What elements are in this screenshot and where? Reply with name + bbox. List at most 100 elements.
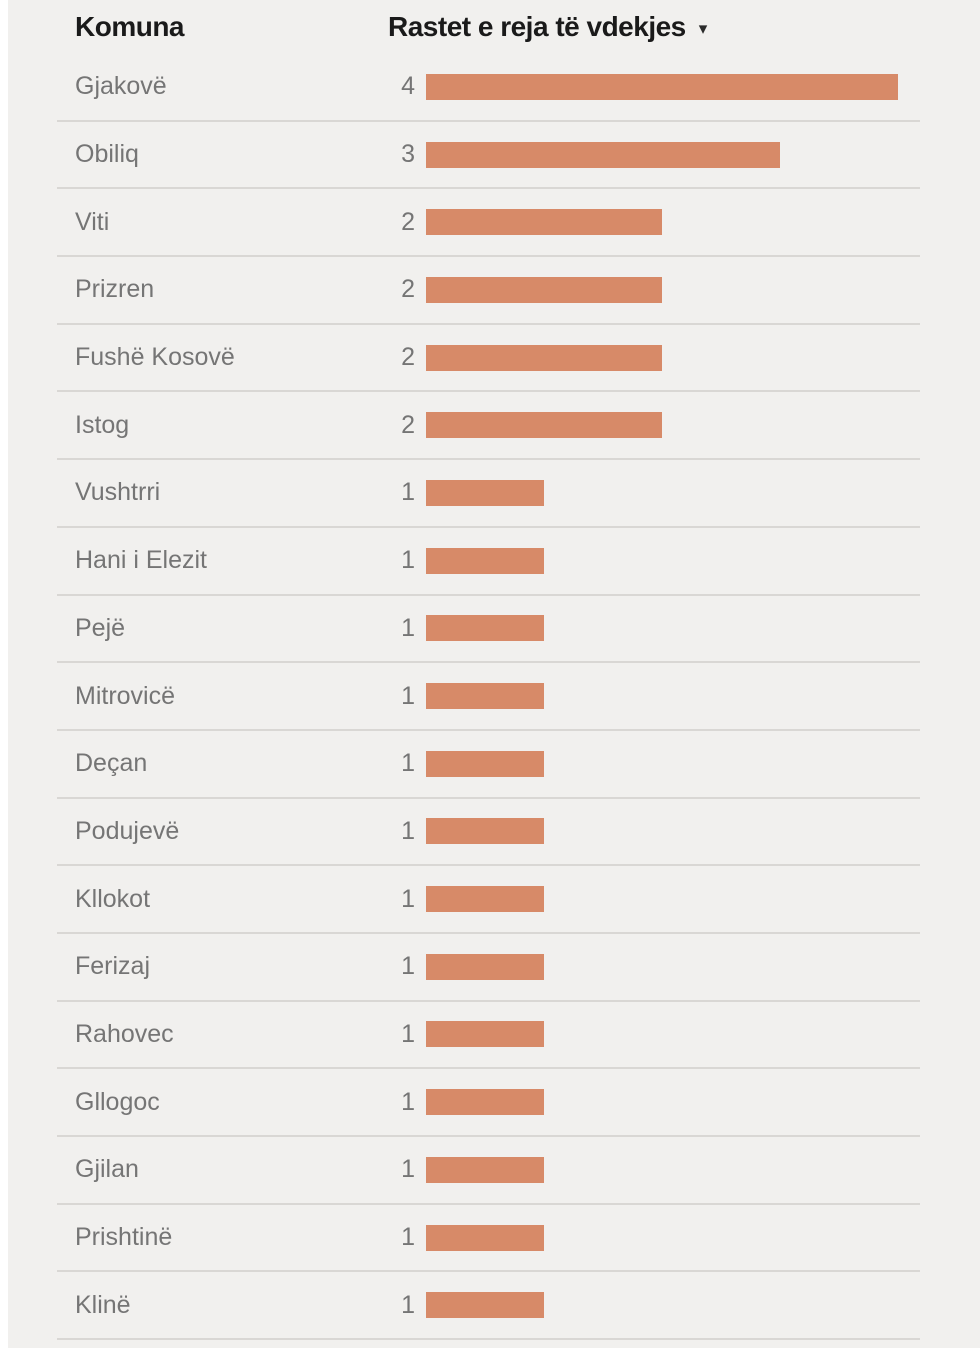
row-bar <box>426 141 780 168</box>
table-header: Komuna Rastet e reja të vdekjes ▾ <box>57 0 920 54</box>
row-bar <box>426 1156 544 1183</box>
row-label-municipality: Gjilan <box>75 1155 139 1184</box>
table-row: Gllogoc 1 <box>57 1069 920 1137</box>
row-value: 1 <box>401 613 415 642</box>
row-value: 1 <box>401 1290 415 1319</box>
column-header-deaths-label: Rastet e reja të vdekjes <box>388 11 686 42</box>
table-row: Kllokot 1 <box>57 866 920 934</box>
bar-cell <box>415 1224 920 1251</box>
sort-descending-icon: ▾ <box>698 18 708 38</box>
row-value: 1 <box>401 749 415 778</box>
row-bar <box>426 750 544 777</box>
row-value: 2 <box>401 410 415 439</box>
row-bar <box>426 615 544 642</box>
table-row: Rahovec 1 <box>57 1002 920 1070</box>
bar-cell <box>415 886 920 913</box>
table-row: Hani i Elezit 1 <box>57 528 920 596</box>
row-value: 2 <box>401 343 415 372</box>
bar-cell <box>415 683 920 710</box>
row-bar <box>426 683 544 710</box>
row-value: 1 <box>401 884 415 913</box>
table-row: Viti 2 <box>57 189 920 258</box>
table-rows: Gjakovë 4 Obiliq 3 Viti 2 Prizren 2 Fush… <box>57 54 920 1341</box>
row-value: 1 <box>401 1087 415 1116</box>
row-bar <box>426 1292 544 1319</box>
row-bar <box>426 1089 544 1116</box>
row-bar <box>426 953 544 980</box>
bar-cell <box>415 547 920 574</box>
table-row: Fushë Kosovë 2 <box>57 325 920 393</box>
bar-cell <box>415 276 920 303</box>
row-value: 1 <box>401 1019 415 1048</box>
table-row: Gjakovë 4 <box>57 54 920 122</box>
table-row: Prishtinë 1 <box>57 1205 920 1273</box>
bar-cell <box>415 818 920 845</box>
row-label-municipality: Rahovec <box>75 1019 174 1048</box>
row-value: 1 <box>401 816 415 845</box>
row-label-municipality: Vushtrri <box>75 478 161 507</box>
row-label-municipality: Prizren <box>75 275 155 304</box>
bar-cell <box>415 479 920 506</box>
row-bar <box>426 344 662 371</box>
table-row: Ferizaj 1 <box>57 934 920 1002</box>
row-label-municipality: Viti <box>75 207 110 236</box>
row-value: 1 <box>401 952 415 981</box>
bar-cell <box>415 750 920 777</box>
table-row: Obiliq 3 <box>57 122 920 190</box>
row-bar <box>426 1224 544 1251</box>
row-value: 3 <box>401 140 415 169</box>
table-row: Deçan 1 <box>57 731 920 799</box>
bar-chart-table: Komuna Rastet e reja të vdekjes ▾ Gjakov… <box>57 0 920 1341</box>
table-row: Vushtrri 1 <box>57 460 920 528</box>
row-label-municipality: Podujevë <box>75 816 180 845</box>
row-value: 2 <box>401 207 415 236</box>
row-label-municipality: Pejë <box>75 613 126 642</box>
row-label-municipality: Fushë Kosovë <box>75 343 235 372</box>
row-label-municipality: Hani i Elezit <box>75 546 207 575</box>
column-header-komuna: Komuna <box>75 11 185 42</box>
row-label-municipality: Ferizaj <box>75 952 151 981</box>
row-label-municipality: Deçan <box>75 749 148 778</box>
row-bar <box>426 547 544 574</box>
bar-cell <box>415 615 920 642</box>
row-bar <box>426 209 662 236</box>
table-row: Klinë 1 <box>57 1272 920 1341</box>
table-row: Istog 2 <box>57 392 920 461</box>
row-bar <box>426 1021 544 1048</box>
row-label-municipality: Prishtinë <box>75 1223 173 1252</box>
row-value: 1 <box>401 546 415 575</box>
table-row: Podujevë 1 <box>57 799 920 867</box>
bar-cell <box>415 73 920 100</box>
bar-cell <box>415 209 920 236</box>
row-value: 1 <box>401 1223 415 1252</box>
row-value: 1 <box>401 1155 415 1184</box>
row-label-municipality: Gllogoc <box>75 1087 160 1116</box>
bar-cell <box>415 1021 920 1048</box>
row-bar <box>426 73 898 100</box>
row-label-municipality: Klinë <box>75 1290 131 1319</box>
table-row: Pejë 1 <box>57 596 920 664</box>
row-label-municipality: Kllokot <box>75 884 151 913</box>
bar-cell <box>415 412 920 439</box>
row-value: 2 <box>401 275 415 304</box>
row-value: 1 <box>401 681 415 710</box>
row-bar <box>426 886 544 913</box>
row-value: 1 <box>401 478 415 507</box>
row-label-municipality: Obiliq <box>75 140 139 169</box>
bar-cell <box>415 344 920 371</box>
row-label-municipality: Gjakovë <box>75 72 167 101</box>
table-row: Prizren 2 <box>57 257 920 325</box>
table-row: Gjilan 1 <box>57 1137 920 1205</box>
row-label-municipality: Mitrovicë <box>75 681 176 710</box>
row-bar <box>426 276 662 303</box>
bar-cell <box>415 1292 920 1319</box>
row-bar <box>426 818 544 845</box>
column-header-deaths[interactable]: Rastet e reja të vdekjes ▾ <box>388 11 707 43</box>
row-bar <box>426 479 544 506</box>
bar-cell <box>415 1156 920 1183</box>
row-value: 4 <box>401 72 415 101</box>
left-edge-strip <box>0 0 8 1348</box>
bar-cell <box>415 1089 920 1116</box>
table-row: Mitrovicë 1 <box>57 663 920 731</box>
